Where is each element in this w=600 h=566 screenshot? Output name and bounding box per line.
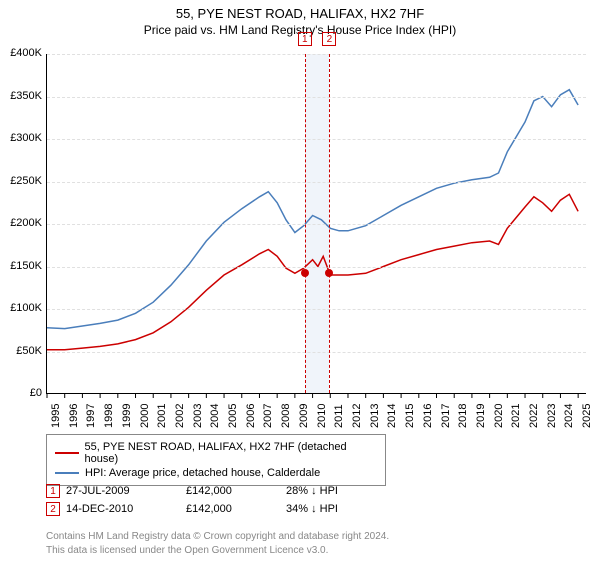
legend-swatch [55,452,79,454]
transaction-marker-box: 1 [298,32,312,46]
transaction-rule [329,54,330,393]
x-tick-label: 2004 [209,404,221,428]
transaction-dot [301,269,309,277]
transaction-delta: 34% ↓ HPI [286,503,396,515]
transaction-dot [325,269,333,277]
y-tick-label: £0 [2,387,42,399]
x-tick-label: 2008 [280,404,292,428]
x-tick-label: 2009 [298,404,310,428]
legend-swatch [55,472,79,474]
legend-label: 55, PYE NEST ROAD, HALIFAX, HX2 7HF (det… [85,441,378,465]
x-tick-label: 2016 [422,404,434,428]
x-tick-label: 2023 [546,404,558,428]
x-tick-label: 2012 [351,404,363,428]
y-tick-label: £150K [2,260,42,272]
plot-area: 12 [46,54,586,394]
x-tick-label: 1999 [121,404,133,428]
x-tick-label: 1995 [50,404,62,428]
y-tick-label: £200K [2,217,42,229]
y-tick-label: £250K [2,175,42,187]
footer-line: Contains HM Land Registry data © Crown c… [46,530,389,544]
x-tick-label: 2006 [245,404,257,428]
transaction-price: £142,000 [186,503,286,515]
transaction-row: 1 27-JUL-2009£142,00028% ↓ HPI [46,484,396,498]
x-tick-label: 2017 [440,404,452,428]
y-tick-label: £350K [2,90,42,102]
x-tick-label: 2018 [457,404,469,428]
x-tick-label: 2014 [386,404,398,428]
legend-row: HPI: Average price, detached house, Cald… [55,467,377,479]
transaction-index-box: 1 [46,484,60,498]
transaction-delta: 28% ↓ HPI [286,485,396,497]
x-tick-label: 2022 [528,404,540,428]
legend-label: HPI: Average price, detached house, Cald… [85,467,320,479]
x-tick-label: 2003 [192,404,204,428]
x-tick-label: 2025 [581,404,593,428]
transaction-row: 2 14-DEC-2010£142,00034% ↓ HPI [46,502,396,516]
legend-box: 55, PYE NEST ROAD, HALIFAX, HX2 7HF (det… [46,434,386,486]
chart-title: 55, PYE NEST ROAD, HALIFAX, HX2 7HF [0,6,600,21]
x-tick-label: 2000 [139,404,151,428]
x-tick-label: 2020 [493,404,505,428]
transaction-date: 27-JUL-2009 [66,485,186,497]
x-tick-label: 2011 [333,404,345,428]
x-tick-label: 2002 [174,404,186,428]
transaction-marker-box: 2 [322,32,336,46]
transaction-rule [305,54,306,393]
x-tick-label: 2001 [156,404,168,428]
x-tick-label: 2015 [404,404,416,428]
transaction-date: 14-DEC-2010 [66,503,186,515]
x-tick-label: 2019 [475,404,487,428]
y-tick-label: £400K [2,47,42,59]
x-tick-label: 2007 [262,404,274,428]
footer-line: This data is licensed under the Open Gov… [46,544,389,558]
x-tick-label: 2010 [316,404,328,428]
chart-container: 55, PYE NEST ROAD, HALIFAX, HX2 7HF Pric… [0,6,600,566]
y-tick-label: £300K [2,132,42,144]
series-line-hpi [47,90,578,329]
transaction-price: £142,000 [186,485,286,497]
transaction-table: 1 27-JUL-2009£142,00028% ↓ HPI 2 14-DEC-201… [46,480,396,520]
x-tick-label: 1996 [68,404,80,428]
series-line-price_paid [47,194,578,349]
x-tick-label: 1997 [85,404,97,428]
x-tick-label: 2024 [563,404,575,428]
attribution-footer: Contains HM Land Registry data © Crown c… [46,530,389,557]
legend-row: 55, PYE NEST ROAD, HALIFAX, HX2 7HF (det… [55,441,377,465]
x-tick-label: 2005 [227,404,239,428]
y-tick-label: £100K [2,302,42,314]
x-tick-label: 2021 [510,404,522,428]
transaction-index-box: 2 [46,502,60,516]
x-tick-label: 1998 [103,404,115,428]
x-tick-label: 2013 [369,404,381,428]
y-tick-label: £50K [2,345,42,357]
